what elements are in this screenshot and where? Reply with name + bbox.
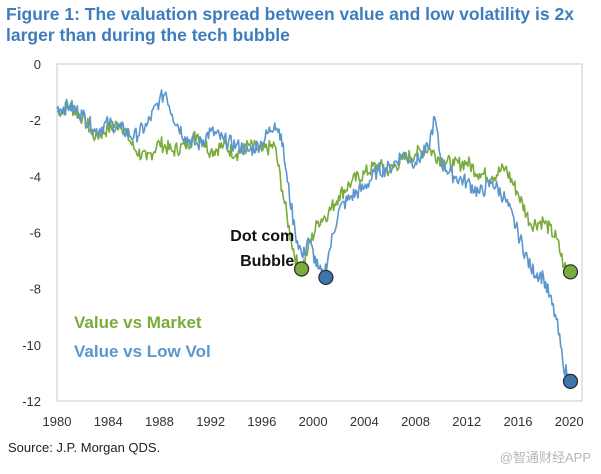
x-tick-label: 2008 bbox=[401, 414, 430, 429]
x-tick-label: 2004 bbox=[350, 414, 379, 429]
x-tick-label: 2020 bbox=[555, 414, 584, 429]
y-tick-label: -4 bbox=[29, 169, 41, 184]
x-tick-label: 1984 bbox=[94, 414, 123, 429]
annotation-layer: Dot com Bubble bbox=[230, 228, 294, 270]
source-note: Source: J.P. Morgan QDS. bbox=[8, 440, 161, 455]
series-layer bbox=[56, 89, 570, 382]
x-tick-label: 1980 bbox=[43, 414, 72, 429]
y-tick-label: -6 bbox=[29, 226, 41, 241]
series-end-marker bbox=[562, 373, 579, 389]
y-tick-label: -8 bbox=[29, 282, 41, 297]
y-tick-label: 0 bbox=[34, 57, 41, 72]
x-tick-label: 2012 bbox=[452, 414, 481, 429]
plot-area-frame bbox=[56, 63, 583, 402]
annotation-label: Bubble bbox=[240, 253, 294, 270]
x-tick-label: 2016 bbox=[504, 414, 533, 429]
x-tick-label: 1988 bbox=[145, 414, 174, 429]
chart-title: Figure 1: The valuation spread between v… bbox=[6, 4, 574, 45]
y-tick-label: -2 bbox=[29, 113, 41, 128]
series-line-value-vs-low-vol bbox=[56, 89, 570, 382]
x-tick-label: 1992 bbox=[196, 414, 225, 429]
series-end-marker bbox=[293, 261, 310, 277]
y-tick-label: -12 bbox=[22, 394, 41, 409]
marker-layer bbox=[293, 261, 579, 389]
legend-entry: Value vs Low Vol bbox=[74, 342, 211, 361]
annotation-label: Dot com bbox=[230, 228, 294, 245]
y-tick-label: -10 bbox=[22, 338, 41, 353]
series-end-marker bbox=[562, 264, 579, 280]
watermark: @智通财经APP bbox=[499, 450, 591, 465]
x-tick-label: 2000 bbox=[299, 414, 328, 429]
x-tick-label: 1996 bbox=[247, 414, 276, 429]
series-line-value-vs-market bbox=[56, 101, 570, 276]
legend-entry: Value vs Market bbox=[74, 313, 202, 332]
series-end-marker bbox=[318, 269, 334, 286]
legend: Value vs Market Value vs Low Vol bbox=[74, 313, 211, 361]
